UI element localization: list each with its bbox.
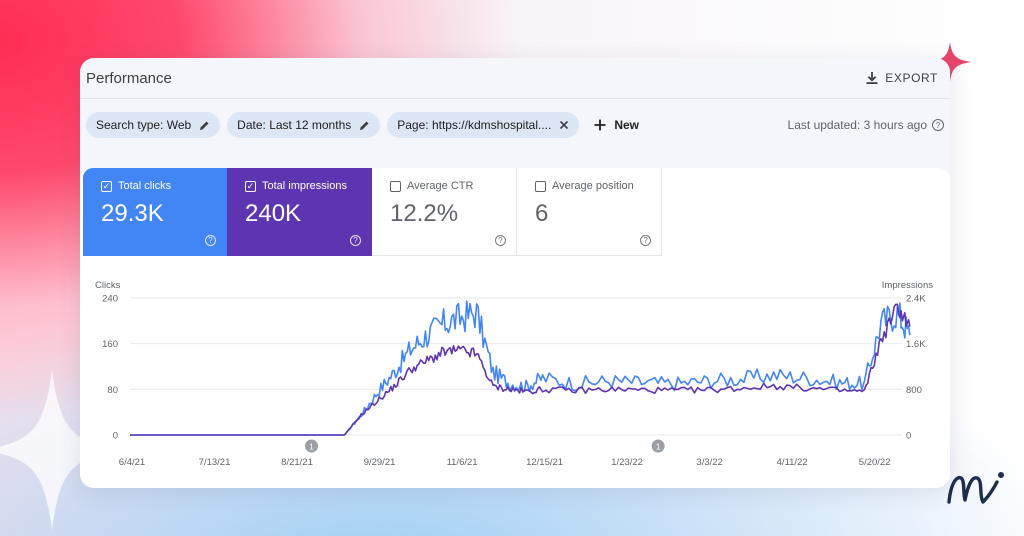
checkbox-checked-icon[interactable]: ✓ bbox=[245, 180, 256, 192]
x-tick-label: 1/23/22 bbox=[611, 457, 643, 468]
metric-value: 240K bbox=[245, 200, 302, 227]
close-icon[interactable] bbox=[559, 120, 569, 130]
filter-bar: Search type: Web Date: Last 12 months Pa… bbox=[80, 99, 950, 151]
page-title: Performance bbox=[86, 69, 172, 87]
left-tick-label: 240 bbox=[102, 294, 118, 305]
new-filter-label: New bbox=[614, 118, 640, 132]
left-axis-label: Clicks bbox=[95, 280, 121, 291]
left-tick-label: 0 bbox=[113, 431, 118, 442]
plus-icon bbox=[594, 119, 606, 131]
checkbox-unchecked-icon[interactable] bbox=[390, 180, 401, 192]
help-icon[interactable]: ? bbox=[932, 119, 944, 131]
performance-card: Performance EXPORT Search type: Web Date… bbox=[80, 58, 950, 488]
metric-value: 6 bbox=[535, 200, 549, 227]
x-tick-label: 4/11/22 bbox=[777, 457, 808, 468]
filter-chip-label: Search type: Web bbox=[96, 118, 192, 132]
right-tick-label: 1.6K bbox=[906, 339, 926, 350]
metric-average-position[interactable]: Average position 6 ? bbox=[517, 168, 662, 256]
brand-logo bbox=[947, 472, 1004, 504]
annotation-label: 1 bbox=[309, 442, 314, 452]
right-tick-label: 0 bbox=[906, 431, 911, 442]
filter-chip-page[interactable]: Page: https://kdmshospital.... bbox=[387, 112, 580, 138]
metric-value: 29.3K bbox=[101, 200, 164, 227]
help-icon[interactable]: ? bbox=[350, 235, 361, 246]
metric-average-ctr[interactable]: Average CTR 12.2% ? bbox=[372, 168, 517, 256]
filter-chip-label: Date: Last 12 months bbox=[237, 118, 352, 132]
export-label: EXPORT bbox=[885, 71, 938, 85]
checkbox-unchecked-icon[interactable] bbox=[535, 180, 546, 192]
metric-label: Total clicks bbox=[118, 180, 172, 192]
x-tick-label: 8/21/21 bbox=[281, 457, 313, 468]
header-divider bbox=[80, 98, 950, 99]
filter-chip-search-type[interactable]: Search type: Web bbox=[86, 112, 221, 138]
annotation-label: 1 bbox=[656, 442, 661, 452]
chart-panel: ✓ Total clicks 29.3K ? ✓ Total impressions… bbox=[80, 168, 950, 488]
sparkle-icon bbox=[928, 42, 972, 82]
x-tick-label: 6/4/21 bbox=[119, 457, 145, 468]
chart-svg: Clicks Impressions 240 2.4K 160 1.6K 80 800 0 0 6/… bbox=[95, 280, 933, 468]
x-tick-label: 5/20/22 bbox=[859, 457, 891, 468]
left-tick-label: 160 bbox=[102, 339, 118, 350]
right-tick-label: 800 bbox=[906, 385, 922, 396]
new-filter-button[interactable]: New bbox=[594, 118, 639, 132]
last-updated: Last updated: 3 hours ago ? bbox=[788, 118, 944, 132]
metric-label: Average CTR bbox=[407, 180, 474, 192]
metric-total-clicks[interactable]: ✓ Total clicks 29.3K ? bbox=[83, 168, 227, 256]
series-line-impressions bbox=[130, 303, 911, 436]
annotation-marker bbox=[305, 439, 319, 453]
x-tick-label: 11/6/21 bbox=[447, 457, 478, 468]
help-icon[interactable]: ? bbox=[495, 235, 506, 246]
metric-total-impressions[interactable]: ✓ Total impressions 240K ? bbox=[227, 168, 372, 256]
export-button[interactable]: EXPORT bbox=[865, 71, 938, 85]
filter-chip-date[interactable]: Date: Last 12 months bbox=[227, 112, 381, 138]
x-tick-label: 3/3/22 bbox=[696, 457, 722, 468]
metric-label: Average position bbox=[552, 180, 634, 192]
pencil-icon[interactable] bbox=[199, 120, 210, 131]
x-tick-label: 9/29/21 bbox=[364, 457, 396, 468]
x-tick-label: 12/15/21 bbox=[526, 457, 563, 468]
help-icon[interactable]: ? bbox=[205, 235, 216, 246]
filter-chip-label: Page: https://kdmshospital.... bbox=[397, 118, 552, 132]
last-updated-text: Last updated: 3 hours ago bbox=[787, 118, 927, 132]
pencil-icon[interactable] bbox=[359, 120, 370, 131]
x-tick-label: 7/13/21 bbox=[199, 457, 231, 468]
performance-chart: Clicks Impressions 240 2.4K 160 1.6K 80 800 0 0 6/… bbox=[80, 272, 950, 488]
checkbox-checked-icon[interactable]: ✓ bbox=[101, 180, 112, 192]
annotation-marker bbox=[651, 439, 665, 453]
sparkle-decoration-left bbox=[0, 370, 122, 530]
left-tick-label: 80 bbox=[107, 385, 118, 396]
download-icon bbox=[866, 72, 878, 84]
help-icon[interactable]: ? bbox=[640, 235, 651, 246]
metric-label: Total impressions bbox=[262, 180, 347, 192]
metric-tabs: ✓ Total clicks 29.3K ? ✓ Total impressions… bbox=[80, 168, 950, 256]
right-axis-label: Impressions bbox=[882, 280, 933, 291]
series-line-clicks bbox=[130, 300, 911, 436]
right-tick-label: 2.4K bbox=[906, 294, 926, 305]
metric-value: 12.2% bbox=[390, 200, 459, 227]
card-header: Performance EXPORT bbox=[80, 58, 950, 98]
